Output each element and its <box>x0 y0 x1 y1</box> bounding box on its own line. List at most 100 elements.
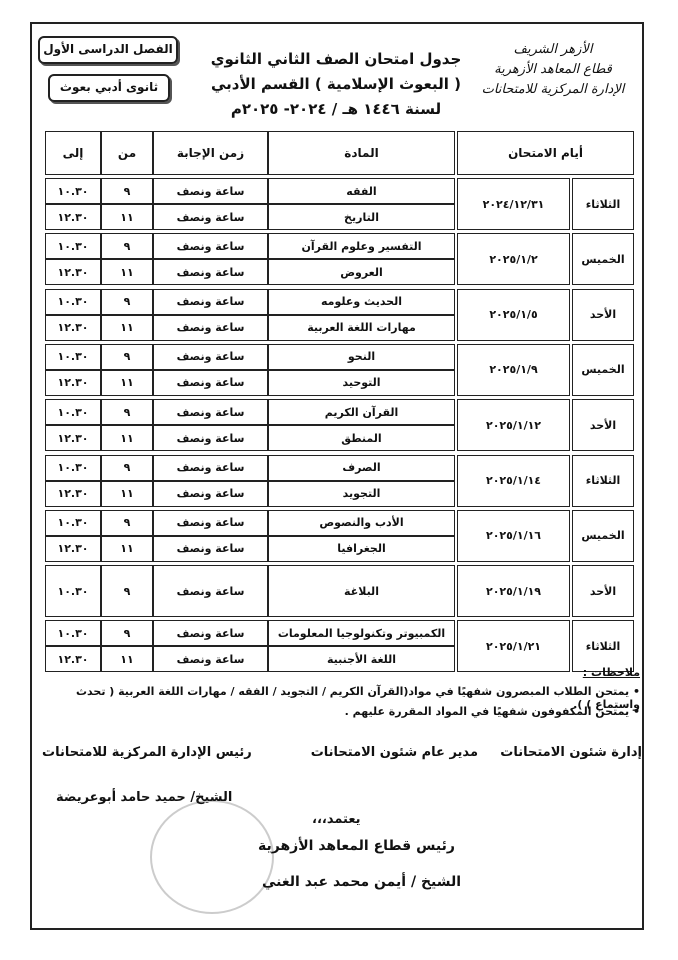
to-cell: ١٠.٣٠ <box>45 509 101 536</box>
to-cell: ١٢.٣٠ <box>45 204 101 230</box>
date-cell: ٢٠٢٥/١/١٤ <box>457 454 570 507</box>
page-frame <box>30 22 644 930</box>
note-text: يمتحن الطلاب المبصرون شفهيًا في مواد(الق… <box>75 685 640 711</box>
day-cell: الخميس <box>572 343 634 396</box>
to-cell: ١٠.٣٠ <box>45 343 101 370</box>
from-cell: ١١ <box>101 259 153 286</box>
signature-title: رئيس قطاع المعاهد الأزهرية <box>258 838 455 854</box>
duration-cell: ساعة ونصف <box>153 454 268 481</box>
logo-line: الإدارة المركزية للامتحانات <box>481 82 625 97</box>
day-cell: الأحد <box>572 565 634 618</box>
duration-cell: ساعة ونصف <box>153 259 268 286</box>
duration-cell: ساعة ونصف <box>153 343 268 370</box>
notes-title: ملاحظات : <box>582 666 640 679</box>
from-cell: ١١ <box>101 425 153 452</box>
to-cell: ١٢.٣٠ <box>45 535 101 562</box>
subject-cell: الحديث وعلومه <box>268 288 455 315</box>
date-cell: ٢٠٢٥/١/٩ <box>457 343 570 396</box>
title-line: لسنة ١٤٤٦ هـ / ٢٠٢٤- ٢٠٢٥م <box>230 100 442 118</box>
duration-cell: ساعة ونصف <box>153 620 268 647</box>
date-cell: ٢٠٢٥/١/١٩ <box>457 565 570 618</box>
subject-cell: النحو <box>268 343 455 370</box>
to-cell: ١٠.٣٠ <box>45 565 101 618</box>
to-cell: ١٠.٣٠ <box>45 454 101 481</box>
subject-cell: المنطق <box>268 425 455 452</box>
duration-cell: ساعة ونصف <box>153 314 268 341</box>
to-cell: ١٠.٣٠ <box>45 288 101 315</box>
to-cell: ١٢.٣٠ <box>45 369 101 396</box>
header-cell: المادة <box>268 131 455 175</box>
header-cell: أيام الامتحان <box>457 131 634 175</box>
to-cell: ١٠.٣٠ <box>45 178 101 204</box>
duration-cell: ساعة ونصف <box>153 369 268 396</box>
date-cell: ٢٠٢٥/١/١٢ <box>457 399 570 452</box>
from-cell: ٩ <box>101 233 153 260</box>
from-cell: ٩ <box>101 288 153 315</box>
to-cell: ١٢.٣٠ <box>45 480 101 507</box>
semester-box: الفصل الدراسى الأول <box>38 36 178 64</box>
logo-line: الأزهر الشريف <box>513 42 593 57</box>
date-cell: ٢٠٢٥/١/٥ <box>457 288 570 341</box>
subject-cell: الفقه <box>268 178 455 204</box>
approval: يعتمد،،، <box>312 812 361 827</box>
duration-cell: ساعة ونصف <box>153 565 268 618</box>
day-cell: الأحد <box>572 399 634 452</box>
subject-cell: التجويد <box>268 480 455 507</box>
day-cell: الأحد <box>572 288 634 341</box>
day-cell: الثلاثاء <box>572 454 634 507</box>
to-cell: ١٢.٣٠ <box>45 425 101 452</box>
date-cell: ٢٠٢٥/١/٢١ <box>457 620 570 673</box>
track-box: ثانوى أدبي بعوث <box>48 74 170 102</box>
to-cell: ١٢.٣٠ <box>45 646 101 673</box>
signature-title: مدير عام شئون الامتحانات <box>310 745 478 760</box>
from-cell: ٩ <box>101 454 153 481</box>
from-cell: ١١ <box>101 646 153 673</box>
signature-title: إدارة شئون الامتحانات <box>500 745 642 760</box>
duration-cell: ساعة ونصف <box>153 535 268 562</box>
subject-cell: التفسير وعلوم القرآن <box>268 233 455 260</box>
signature-title: رئيس الإدارة المركزية للامتحانات <box>42 745 252 760</box>
duration-cell: ساعة ونصف <box>153 425 268 452</box>
note-item: • يمتحن الطلاب المبصرون شفهيًا في مواد(ا… <box>75 685 640 711</box>
to-cell: ١٠.٣٠ <box>45 233 101 260</box>
subject-cell: الصرف <box>268 454 455 481</box>
subject-cell: التاريخ <box>268 204 455 230</box>
stamp <box>150 800 274 914</box>
subject-cell: اللغة الأجنبية <box>268 646 455 673</box>
duration-cell: ساعة ونصف <box>153 399 268 426</box>
logo-line: قطاع المعاهد الأزهرية <box>494 62 612 77</box>
day-cell: الثلاثاء <box>572 178 634 230</box>
from-cell: ٩ <box>101 343 153 370</box>
from-cell: ١١ <box>101 480 153 507</box>
from-cell: ١١ <box>101 314 153 341</box>
subject-cell: التوحيد <box>268 369 455 396</box>
duration-cell: ساعة ونصف <box>153 233 268 260</box>
from-cell: ١١ <box>101 535 153 562</box>
from-cell: ١١ <box>101 369 153 396</box>
to-cell: ١٢.٣٠ <box>45 314 101 341</box>
signature-name: الشيخ/ حميد حامد أبوعريضة <box>56 790 233 805</box>
subject-cell: القرآن الكريم <box>268 399 455 426</box>
duration-cell: ساعة ونصف <box>153 509 268 536</box>
subject-cell: الكمبيوتر وتكنولوجيا المعلومات <box>268 620 455 647</box>
title-line: ( البعوث الإسلامية ) القسم الأدبي <box>210 75 462 93</box>
date-cell: ٢٠٢٥/١/١٦ <box>457 509 570 562</box>
day-cell: الخميس <box>572 233 634 286</box>
to-cell: ١٢.٣٠ <box>45 259 101 286</box>
from-cell: ٩ <box>101 509 153 536</box>
date-cell: ٢٠٢٤/١٢/٣١ <box>457 178 570 230</box>
header-cell: زمن الإجابة <box>153 131 268 175</box>
day-cell: الخميس <box>572 509 634 562</box>
from-cell: ٩ <box>101 399 153 426</box>
header-cell: إلى <box>45 131 101 175</box>
subject-cell: الأدب والنصوص <box>268 509 455 536</box>
from-cell: ٩ <box>101 620 153 647</box>
note-item: • يمتحن المكفوفون شفهيًا في المواد المقر… <box>344 705 640 718</box>
subject-cell: البلاغة <box>268 565 455 618</box>
title-line: جدول امتحان الصف الثاني الثانوي <box>210 50 462 68</box>
duration-cell: ساعة ونصف <box>153 646 268 673</box>
signature-name: الشيخ / أيمن محمد عبد الغني <box>262 874 462 890</box>
duration-cell: ساعة ونصف <box>153 480 268 507</box>
from-cell: ٩ <box>101 565 153 618</box>
